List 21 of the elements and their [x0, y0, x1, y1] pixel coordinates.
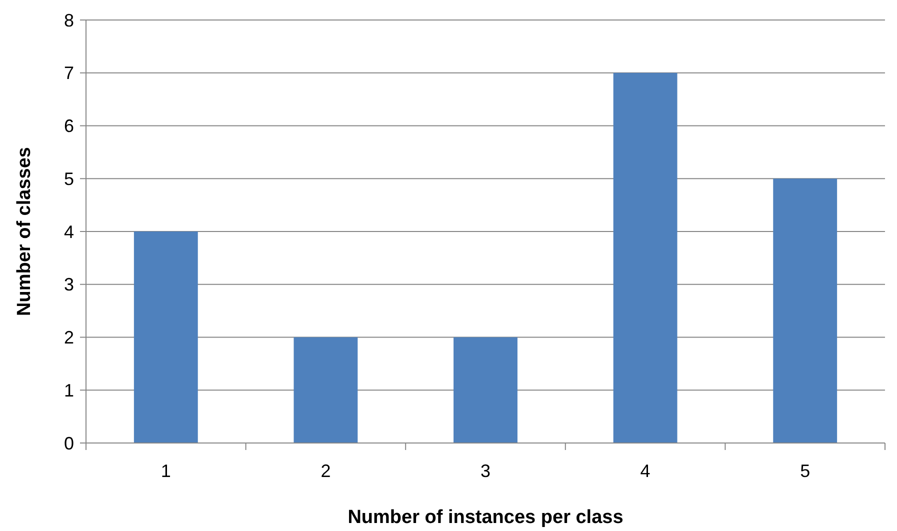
bar — [294, 337, 358, 443]
y-tick-label: 4 — [64, 222, 74, 242]
y-tick-label: 8 — [64, 10, 74, 30]
y-tick-label: 6 — [64, 116, 74, 136]
x-tick-label: 3 — [480, 461, 491, 481]
y-tick-label: 0 — [64, 433, 74, 454]
x-axis-title: Number of instances per class — [348, 507, 624, 528]
bar — [134, 232, 198, 443]
x-tick-label: 1 — [160, 461, 171, 481]
y-tick-label: 7 — [64, 63, 74, 84]
x-tick-label: 5 — [800, 461, 810, 481]
bar — [773, 178, 838, 443]
y-tick-label: 3 — [64, 274, 74, 295]
y-tick-label: 1 — [64, 380, 74, 400]
y-tick-label: 2 — [64, 328, 74, 348]
y-tick-label: 5 — [64, 168, 74, 189]
x-tick-label: 4 — [640, 461, 650, 481]
bar — [613, 72, 678, 443]
y-axis-title: Number of classes — [14, 147, 35, 316]
x-tick-label: 2 — [320, 461, 331, 481]
bar — [454, 337, 518, 443]
